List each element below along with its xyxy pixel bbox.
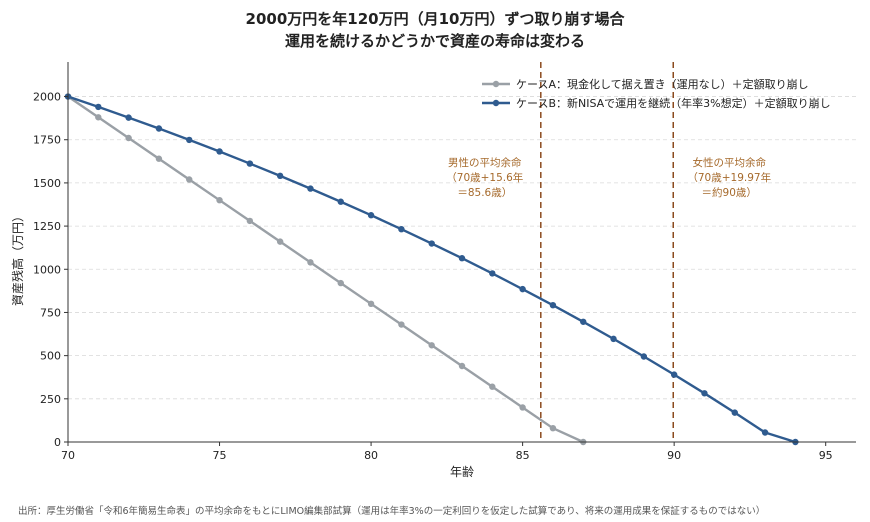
data-point <box>307 185 314 192</box>
axes <box>64 62 856 446</box>
data-point <box>155 155 163 162</box>
data-point <box>398 321 405 328</box>
legend: ケースA：現金化して据え置き（運用なし）＋定額取り崩しケースB：新NISAで運用… <box>482 77 831 110</box>
data-point <box>155 125 163 132</box>
data-point <box>519 404 526 411</box>
data-point <box>337 279 344 287</box>
series-line-case-a <box>67 95 584 444</box>
y-tick-label: 500 <box>40 350 61 363</box>
data-point <box>95 114 102 121</box>
x-tick-label: 95 <box>819 449 833 462</box>
source-note: 出所：厚生労働省「令和6年簡易生命表」の平均余命をもとにLIMO編集部試算（運用… <box>18 505 765 517</box>
data-point <box>216 148 223 155</box>
data-point <box>398 226 405 233</box>
data-point <box>246 160 254 167</box>
data-point <box>307 259 314 266</box>
x-tick-label: 70 <box>61 449 75 462</box>
reference-annotation: 女性の平均余命 <box>692 156 766 169</box>
tick-labels: 0 250 500 750 1000 1250 1500 1750 2000 70 75 80 85 90… <box>33 91 833 462</box>
data-point <box>731 409 738 416</box>
y-axis-label: 資産残高（万円） <box>10 210 25 306</box>
data-point <box>670 371 678 378</box>
data-point <box>246 217 254 225</box>
y-tick-label: 0 <box>54 436 61 449</box>
x-tick-label: 80 <box>364 449 378 462</box>
legend-label: ケースB：新NISAで運用を継続（年率3%想定）＋定額取り崩し <box>516 96 831 110</box>
chart-subtitle: 運用を続けるかどうかで資産の寿命は変わる <box>285 32 585 50</box>
data-point <box>125 114 132 121</box>
x-axis-label: 年齢 <box>450 464 474 479</box>
data-point <box>489 383 496 390</box>
data-point <box>367 212 375 219</box>
data-point <box>186 136 193 144</box>
data-point <box>186 176 193 183</box>
data-point <box>610 335 617 343</box>
y-tick-label: 1500 <box>33 177 61 190</box>
y-tick-label: 2000 <box>33 91 61 104</box>
data-point <box>761 429 769 436</box>
data-point <box>276 172 284 180</box>
x-tick-label: 75 <box>213 449 227 462</box>
series-layer <box>64 93 799 446</box>
data-point <box>367 300 375 308</box>
legend-swatch-marker <box>492 80 500 88</box>
y-tick-label: 250 <box>40 393 61 406</box>
grid <box>68 96 856 400</box>
reference-annotation: ＝85.6歳） <box>457 187 512 199</box>
x-tick-label: 85 <box>516 449 530 462</box>
data-point <box>549 424 557 432</box>
y-tick-label: 1000 <box>33 263 61 276</box>
reference-annotation: ＝約90歳） <box>702 186 757 199</box>
data-point <box>701 390 708 397</box>
data-point <box>549 302 557 309</box>
y-tick-label: 1250 <box>33 220 61 233</box>
x-tick-label: 90 <box>667 449 681 462</box>
y-tick-label: 750 <box>40 306 61 319</box>
chart-title: 2000万円を年120万円（月10万円）ずつ取り崩す場合 <box>246 10 626 28</box>
data-point <box>640 353 648 360</box>
reference-lines: 男性の平均余命 （70歳+15.6年 ＝85.6歳） 女性の平均余命 （70歳+19.9… <box>446 62 771 442</box>
data-point <box>489 270 496 277</box>
data-point <box>458 255 466 262</box>
data-point <box>125 134 132 142</box>
reference-annotation: （70歳+15.6年 <box>446 171 523 184</box>
data-point <box>580 318 587 325</box>
data-point <box>276 238 284 245</box>
data-point <box>95 103 102 111</box>
data-point <box>216 196 223 204</box>
reference-annotation: （70歳+19.97年 <box>687 171 771 184</box>
data-point <box>337 198 344 205</box>
data-point <box>428 342 435 349</box>
y-tick-label: 1750 <box>33 134 61 147</box>
legend-label: ケースA：現金化して据え置き（運用なし）＋定額取り崩し <box>516 77 809 91</box>
data-point <box>458 362 466 370</box>
legend-swatch-marker <box>492 99 500 107</box>
data-point <box>428 240 435 247</box>
data-point <box>519 285 526 293</box>
reference-annotation: 男性の平均余命 <box>448 156 522 169</box>
